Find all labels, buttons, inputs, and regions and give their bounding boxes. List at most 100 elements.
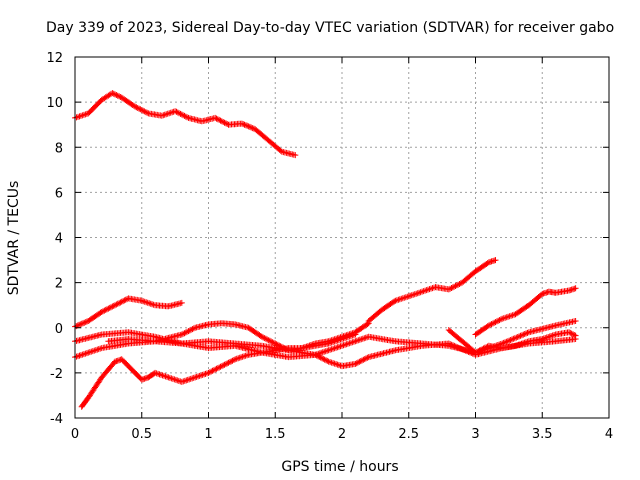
- data-point: [341, 336, 343, 338]
- data-point: [281, 151, 283, 153]
- y-tick-label: 12: [46, 51, 63, 66]
- data-point: [234, 358, 236, 360]
- axis-ticks: 0 0.5 1 1.5 2 2.5 3 3.5 4 -4 -2 0 2 4 6 8 10 12: [46, 51, 613, 442]
- data-point: [501, 347, 503, 349]
- data-point: [368, 356, 370, 358]
- data-point: [301, 347, 303, 349]
- data-point: [228, 124, 229, 126]
- data-point: [555, 340, 557, 342]
- y-tick-label: 6: [55, 186, 63, 201]
- data-point: [127, 338, 129, 340]
- data-point: [354, 331, 356, 333]
- data-point: [161, 115, 163, 117]
- data-point: [81, 406, 83, 408]
- data-point: [121, 97, 123, 99]
- series-track: [72, 90, 299, 159]
- series-track: [72, 318, 579, 358]
- data-point: [528, 340, 530, 342]
- data-point: [568, 331, 570, 333]
- data-point: [555, 334, 557, 335]
- data-point: [167, 376, 169, 378]
- data-point: [461, 340, 463, 342]
- data-point: [501, 318, 503, 320]
- data-point: [368, 336, 370, 338]
- data-point: [328, 340, 330, 342]
- data-point: [181, 334, 183, 335]
- data-point: [475, 270, 476, 272]
- series-sat-g: [365, 257, 499, 324]
- series-sat-d: [72, 318, 579, 358]
- data-point: [568, 290, 570, 291]
- data-point: [488, 345, 490, 347]
- data-point: [248, 327, 250, 329]
- data-point: [448, 329, 450, 331]
- data-point: [368, 320, 370, 322]
- series-sat-b: [72, 295, 185, 330]
- data-point: [435, 286, 436, 288]
- data-point: [127, 297, 129, 299]
- chart-title: Day 339 of 2023, Sidereal Day-to-day VTE…: [46, 20, 614, 36]
- data-point: [461, 282, 463, 284]
- data-point: [381, 309, 383, 311]
- data-point: [208, 347, 209, 349]
- data-point: [488, 325, 490, 326]
- data-point: [261, 352, 263, 354]
- x-tick-label: 3: [471, 427, 479, 442]
- data-point: [234, 323, 236, 325]
- data-point: [194, 327, 196, 329]
- y-tick-label: 8: [55, 141, 63, 156]
- series-track: [472, 285, 579, 338]
- data-point: [154, 340, 156, 342]
- data-point: [154, 372, 156, 374]
- data-point: [101, 311, 103, 313]
- y-tick-label: 2: [55, 277, 63, 292]
- data-point: [208, 372, 209, 374]
- y-tick-label: 4: [55, 232, 63, 247]
- data-point: [194, 376, 196, 378]
- x-tick-label: 3.5: [532, 427, 553, 442]
- data-point: [555, 325, 557, 326]
- data-point: [515, 313, 516, 315]
- data-point: [141, 379, 143, 381]
- data-point: [208, 323, 209, 325]
- data-point: [107, 340, 109, 342]
- series-sat-a: [72, 90, 299, 159]
- data-point: [448, 343, 450, 344]
- data-point: [234, 345, 236, 347]
- data-point: [501, 343, 503, 344]
- data-point: [575, 320, 577, 322]
- data-point: [261, 336, 263, 338]
- series-track: [365, 257, 499, 324]
- grid-lines: [75, 57, 609, 418]
- data-point: [201, 120, 203, 122]
- data-point: [154, 304, 156, 306]
- data-point: [394, 349, 396, 351]
- data-point: [294, 154, 296, 156]
- data-point: [495, 259, 496, 261]
- x-tick-label: 0: [71, 427, 79, 442]
- data-point: [114, 304, 116, 306]
- data-point: [127, 343, 129, 344]
- data-point: [111, 92, 113, 94]
- data-point: [288, 349, 290, 351]
- data-point: [87, 320, 89, 322]
- data-point: [515, 345, 516, 347]
- data-point: [174, 110, 176, 112]
- y-tick-label: 0: [55, 322, 63, 337]
- y-tick-label: -2: [50, 367, 63, 382]
- data-point: [541, 338, 543, 340]
- data-point: [408, 295, 410, 297]
- data-point: [221, 322, 223, 324]
- data-point: [134, 106, 136, 108]
- data-point: [188, 117, 189, 119]
- x-tick-label: 0.5: [131, 427, 152, 442]
- data-point: [575, 287, 577, 289]
- x-tick-label: 2: [338, 427, 346, 442]
- data-point: [341, 345, 343, 347]
- data-point: [248, 354, 250, 356]
- data-point: [101, 99, 103, 101]
- data-point: [241, 123, 243, 125]
- data-point: [254, 128, 256, 130]
- data-point: [575, 338, 577, 340]
- data-point: [274, 343, 276, 344]
